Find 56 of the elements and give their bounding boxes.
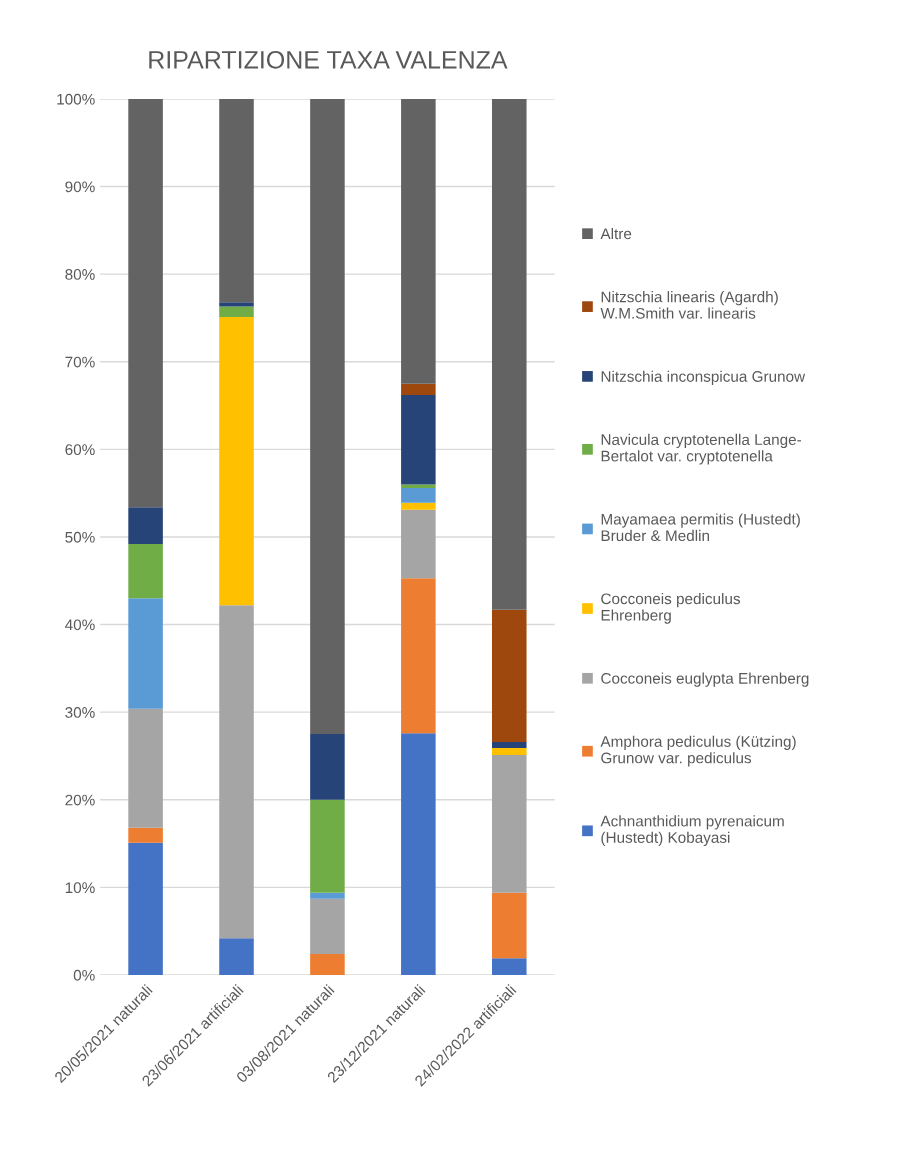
- bar: [128, 842, 163, 975]
- bar: [219, 98, 254, 303]
- bar: [401, 509, 436, 579]
- bar: [401, 487, 436, 503]
- legend-label: Altre: [600, 227, 632, 240]
- y-tick-label: 50%: [65, 531, 95, 543]
- bar: [219, 938, 254, 975]
- bar: [128, 543, 163, 599]
- bar: [128, 98, 163, 508]
- bar: [401, 578, 436, 734]
- bar: [219, 306, 254, 318]
- y-tick-label: 40%: [65, 619, 95, 631]
- chart-title: RIPARTIZIONE TAXA VALENZA: [149, 50, 508, 69]
- bar: [491, 741, 527, 749]
- bar: [128, 708, 163, 828]
- bar: [219, 302, 254, 307]
- bar: [128, 827, 163, 843]
- bar: [310, 799, 345, 893]
- legend-label: Mayamaea permitis (Hustedt) Bruder & Medlin: [601, 513, 800, 542]
- bar: [310, 734, 345, 800]
- legend-label: Nitzschia inconspicua Grunow: [601, 370, 806, 385]
- legend-label: Nitzschia linearis (Agardh) W.M.Smith var. linearis: [600, 291, 778, 319]
- bar: [310, 892, 345, 899]
- bar: [491, 755, 527, 893]
- bar: [401, 733, 436, 975]
- bar: [401, 98, 436, 384]
- bar: [128, 507, 163, 544]
- legend-label: Navicula cryptotenella Lange- Bertalot var. cryptotenella: [601, 433, 802, 465]
- bar: [219, 317, 254, 606]
- bar: [491, 609, 527, 742]
- bar: [491, 958, 527, 975]
- bar: [491, 98, 527, 610]
- y-tick-label: 30%: [65, 707, 95, 718]
- bar: [401, 395, 436, 485]
- bar: [491, 748, 527, 756]
- y-tick-label: 0%: [73, 969, 95, 981]
- bar: [310, 98, 345, 735]
- legend-label: Cocconeis pediculus Ehrenberg: [601, 592, 741, 624]
- bar: [401, 484, 436, 488]
- bar: [401, 502, 436, 510]
- legend-label: Cocconeis euglypta Ehrenberg: [601, 672, 809, 687]
- bar: [310, 953, 345, 975]
- legend-label: Amphora pediculus (Kützing) Grunow var. pediculus: [600, 735, 796, 767]
- y-tick-label: 80%: [65, 269, 95, 280]
- bar: [128, 598, 163, 709]
- y-tick-label: 100%: [57, 93, 95, 105]
- bar: [310, 898, 345, 954]
- y-tick-label: 10%: [65, 882, 95, 894]
- y-tick-label: 90%: [65, 181, 95, 193]
- y-tick-label: 20%: [65, 794, 95, 806]
- y-tick-label: 70%: [65, 356, 95, 368]
- bar: [491, 892, 527, 959]
- y-tick-label: 60%: [65, 444, 95, 456]
- legend-label: Achnanthidium pyrenaicum (Hustedt) Kobayasi: [600, 815, 784, 846]
- bar: [401, 383, 436, 396]
- bar: [219, 605, 254, 939]
